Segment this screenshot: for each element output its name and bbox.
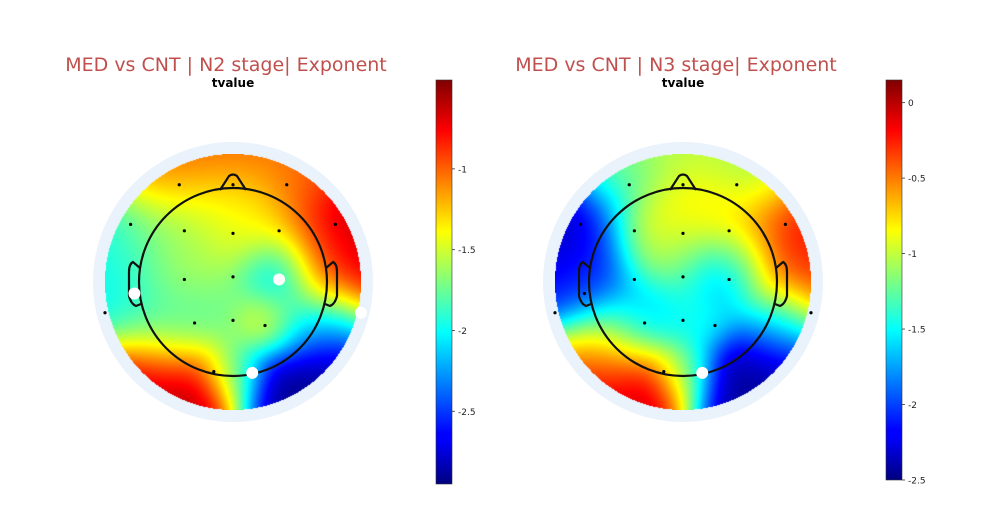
electrode-dot (212, 370, 216, 374)
colorbar-tick-label: -1 (458, 165, 467, 175)
electrode-dot (681, 183, 685, 187)
panel-n2: MED vs CNT | N2 stage| Exponent tvalue -… (65, 54, 476, 485)
colorbar-gradient-n3 (885, 79, 903, 481)
right-ear-n2 (324, 260, 339, 308)
electrode-dot (783, 222, 788, 226)
colorbar-tick-label: -1 (908, 250, 917, 260)
colorbar-ticks-n2: -1 -1.5 -2 -2.5 (452, 165, 476, 418)
head-circle-n2 (137, 186, 329, 378)
colorbar-tick-label: -2 (458, 327, 467, 337)
panel-n3: MED vs CNT | N3 stage| Exponent tvalue 0… (515, 54, 925, 487)
electrode-dot (231, 231, 235, 235)
topomap-heatmap-n3 (555, 154, 811, 410)
electrode-dot (277, 229, 281, 233)
electrode-dot (643, 321, 647, 325)
chart-subtitle-n2: tvalue (212, 76, 254, 90)
electrode-dot (231, 183, 235, 187)
significant-electrode (128, 287, 141, 300)
head-outline-n2 (127, 173, 339, 378)
electrode-dot (285, 183, 289, 187)
electrode-dot (231, 318, 235, 322)
chart-title-n2: MED vs CNT | N2 stage| Exponent (65, 54, 387, 76)
colorbar-tick-label: -2.5 (458, 408, 476, 418)
electrode-dot (681, 318, 685, 322)
electrode-dot (632, 229, 636, 233)
electrode-dot (627, 183, 631, 187)
colorbar-gradient-n2 (435, 79, 453, 485)
electrode-dot (582, 291, 587, 296)
colorbar-tick-label: -2.5 (908, 477, 926, 487)
chart-subtitle-n3: tvalue (662, 76, 704, 90)
electrode-dot (103, 311, 107, 315)
electrode-dot (727, 277, 731, 282)
electrode-dot (727, 229, 731, 233)
topomap-heatmap-n2 (105, 154, 361, 410)
significant-electrode (355, 306, 367, 319)
electrode-dot (193, 321, 197, 325)
electrode-dot (579, 222, 583, 226)
colorbar-ticks-n3: 0 -0.5 -1 -1.5 -2 -2.5 (902, 99, 926, 487)
chart-title-n3: MED vs CNT | N3 stage| Exponent (515, 54, 837, 76)
electrode-dot (681, 275, 685, 279)
electrode-dot (129, 222, 133, 226)
electrodes-n3 (553, 183, 813, 379)
electrode-dot (809, 311, 813, 315)
colorbar-tick-label: -1.5 (908, 326, 926, 336)
electrode-dot (681, 231, 685, 235)
electrode-dot (182, 229, 186, 233)
nose-n2 (219, 173, 247, 191)
head-circle-n3 (587, 186, 779, 378)
right-ear-n3 (774, 260, 789, 308)
electrode-dot (553, 311, 557, 315)
electrode-dot (333, 222, 337, 226)
electrode-dot (231, 275, 235, 279)
electrodes-n2 (103, 183, 367, 379)
electrode-dot (713, 323, 717, 328)
left-ear-n2 (127, 260, 142, 308)
colorbar-tick-label: -2 (908, 401, 917, 411)
electrode-dot (662, 370, 666, 374)
electrode-dot (632, 277, 636, 282)
electrode-dot (263, 323, 267, 328)
head-outline-n3 (577, 173, 789, 378)
electrode-dot (182, 277, 186, 282)
significant-electrode (273, 273, 286, 286)
colorbar-tick-label: 0 (908, 99, 914, 109)
colorbar-tick-label: -0.5 (908, 175, 926, 185)
colorbar-n2: -1 -1.5 -2 -2.5 (435, 79, 476, 485)
electrode-dot (735, 183, 739, 187)
nose-n3 (669, 173, 697, 191)
significant-electrode (246, 366, 259, 379)
colorbar-tick-label: -1.5 (458, 246, 476, 256)
significant-electrode (696, 366, 709, 379)
left-ear-n3 (577, 260, 592, 308)
electrode-dot (177, 183, 181, 187)
colorbar-n3: 0 -0.5 -1 -1.5 -2 -2.5 (885, 79, 926, 487)
